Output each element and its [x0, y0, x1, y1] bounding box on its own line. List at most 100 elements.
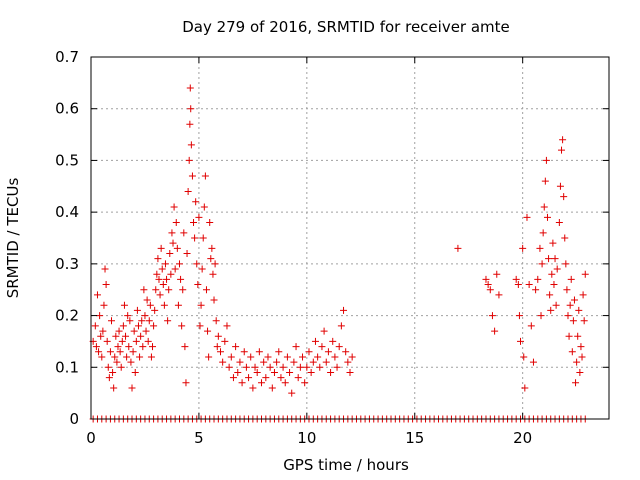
data-point-marker [572, 379, 580, 387]
data-point-marker [540, 203, 548, 211]
data-point-marker [195, 213, 203, 221]
data-point-marker [561, 234, 569, 242]
data-point-marker [199, 234, 207, 242]
data-point-marker [234, 368, 242, 376]
data-point-marker [553, 265, 561, 273]
data-point-marker [335, 343, 343, 351]
data-point-marker [147, 353, 155, 361]
data-point-marker [225, 363, 233, 371]
data-point-marker [536, 244, 544, 252]
data-point-marker [120, 301, 128, 309]
data-point-marker [296, 363, 304, 371]
data-point-marker [154, 255, 162, 263]
x-tick-label: 5 [194, 429, 204, 447]
data-point-marker [123, 353, 131, 361]
data-point-marker [543, 213, 551, 221]
data-point-marker [294, 374, 302, 382]
x-tick-labels: 0 5 10 15 20 [86, 429, 532, 447]
data-point-marker [560, 193, 568, 201]
data-point-marker [482, 275, 490, 283]
data-point-marker [210, 296, 218, 304]
y-tick-label: 0.4 [55, 203, 79, 221]
data-point-marker [232, 343, 240, 351]
data-point-marker [305, 348, 313, 356]
data-point-marker [138, 317, 146, 325]
data-point-marker [275, 348, 283, 356]
data-point-marker [264, 353, 272, 361]
data-point-marker [529, 358, 537, 366]
data-point-marker [158, 265, 166, 273]
data-point-marker [273, 358, 281, 366]
data-point-marker [99, 327, 107, 335]
data-point-marker [146, 301, 154, 309]
data-point-marker [562, 260, 570, 268]
data-point-marker [547, 306, 555, 314]
data-point-marker [141, 312, 149, 320]
data-point-marker [532, 286, 540, 294]
data-point-marker [270, 368, 278, 376]
data-point-marker [166, 250, 174, 258]
data-points [89, 84, 589, 423]
data-point-marker [98, 353, 106, 361]
plot-frame [90, 56, 610, 420]
data-point-marker [242, 363, 250, 371]
data-point-marker [152, 286, 160, 294]
data-point-marker [204, 327, 212, 335]
y-tick-label: 0.6 [55, 100, 79, 118]
data-point-marker [546, 291, 554, 299]
data-point-marker [156, 291, 164, 299]
data-point-marker [520, 353, 528, 361]
data-point-marker [309, 358, 317, 366]
data-point-marker [569, 317, 577, 325]
data-point-marker [570, 296, 578, 304]
data-point-marker [182, 379, 190, 387]
data-point-marker [110, 384, 118, 392]
data-point-marker [283, 353, 291, 361]
data-point-marker [192, 198, 200, 206]
data-point-marker [576, 368, 584, 376]
x-axis-label: GPS time / hours [283, 456, 409, 474]
data-point-marker [340, 306, 348, 314]
data-point-marker [281, 379, 289, 387]
data-point-marker [514, 281, 522, 289]
data-point-marker [290, 358, 298, 366]
data-point-marker [574, 332, 582, 340]
data-point-marker [277, 374, 285, 382]
data-point-marker [150, 322, 158, 330]
data-point-marker [194, 281, 202, 289]
data-point-marker [198, 265, 206, 273]
data-point-marker [96, 312, 104, 320]
data-point-marker [164, 317, 172, 325]
data-point-marker [236, 358, 244, 366]
data-point-marker [129, 348, 137, 356]
data-point-marker [137, 332, 145, 340]
data-point-marker [567, 275, 575, 283]
data-point-marker [238, 379, 246, 387]
data-point-marker [118, 337, 126, 345]
data-point-marker [299, 353, 307, 361]
data-point-marker [545, 255, 553, 263]
y-axis-label: SRMTID / TECUs [4, 178, 22, 299]
data-point-marker [131, 368, 139, 376]
data-point-marker [579, 291, 587, 299]
x-tick-label: 0 [86, 429, 96, 447]
y-tick-labels: 0 0.1 0.2 0.3 0.4 0.5 0.6 0.7 [55, 48, 79, 428]
data-point-marker [318, 343, 326, 351]
data-point-marker [550, 281, 558, 289]
data-point-marker [106, 348, 114, 356]
data-point-marker [187, 105, 195, 113]
data-point-marker [527, 322, 535, 330]
data-point-marker [548, 270, 556, 278]
data-point-marker [116, 348, 124, 356]
data-point-marker [126, 317, 134, 325]
data-point-marker [558, 146, 566, 154]
data-point-marker [566, 301, 574, 309]
data-point-marker [117, 363, 125, 371]
y-tick-label: 0.2 [55, 307, 79, 325]
data-point-marker [168, 229, 176, 237]
chart-title: Day 279 of 2016, SRMTID for receiver amt… [182, 18, 510, 36]
axis-ticks [90, 56, 609, 420]
data-point-marker [575, 306, 583, 314]
data-point-marker [177, 275, 185, 283]
